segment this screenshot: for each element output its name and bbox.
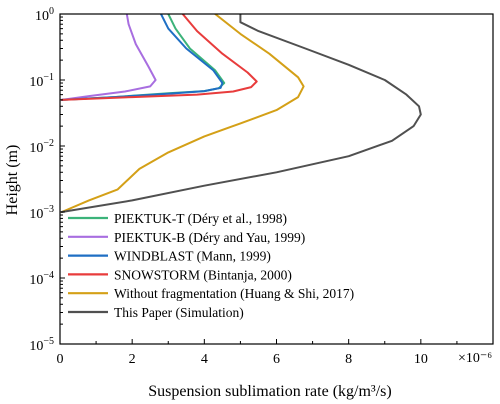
x-tick-label: 6 [273,352,280,367]
series-line-2 [60,14,157,101]
y-tick-label: 10−3 [29,204,54,222]
legend-label-3: WINDBLAST (Mann, 1999) [114,249,271,264]
series-line-6 [60,14,422,213]
x-tick-label: 4 [201,352,208,367]
legend: PIEKTUK-T (Déry et al., 1998) PIEKTUK-B (… [68,211,354,320]
x-tick-label: 2 [129,352,136,367]
legend-label-5: Without fragmentation (Huang & Shi, 2017… [114,286,354,301]
x-multiplier-label: ×10⁻⁶ [458,351,492,366]
x-axis: 0 2 4 6 8 10 [57,339,458,367]
x-axis-label: Suspension sublimation rate (kg/m³/s) [148,383,391,400]
y-tick-label: 10−4 [29,270,54,288]
y-axis: 10−5 10−4 10−3 10−2 10−1 100 [29,6,65,354]
plot-area [60,14,422,213]
legend-label-2: PIEKTUK-B (Déry and Yau, 1999) [114,230,305,245]
y-tick-label: 10−2 [29,138,54,156]
x-tick-label: 10 [414,352,428,367]
legend-label-6: This Paper (Simulation) [114,305,244,320]
y-tick-label: 100 [35,6,54,24]
series-line-3 [60,14,224,101]
y-tick-label: 10−5 [29,336,54,354]
series-line-5 [60,14,305,213]
y-axis-label: Height (m) [4,145,21,216]
y-tick-label: 10−1 [29,72,54,90]
x-tick-label: 8 [345,352,352,367]
legend-label-4: SNOWSTORM (Bintanja, 2000) [114,267,292,282]
legend-label-1: PIEKTUK-T (Déry et al., 1998) [114,211,287,226]
series-line-4 [60,14,258,101]
x-tick-label: 0 [57,352,64,367]
